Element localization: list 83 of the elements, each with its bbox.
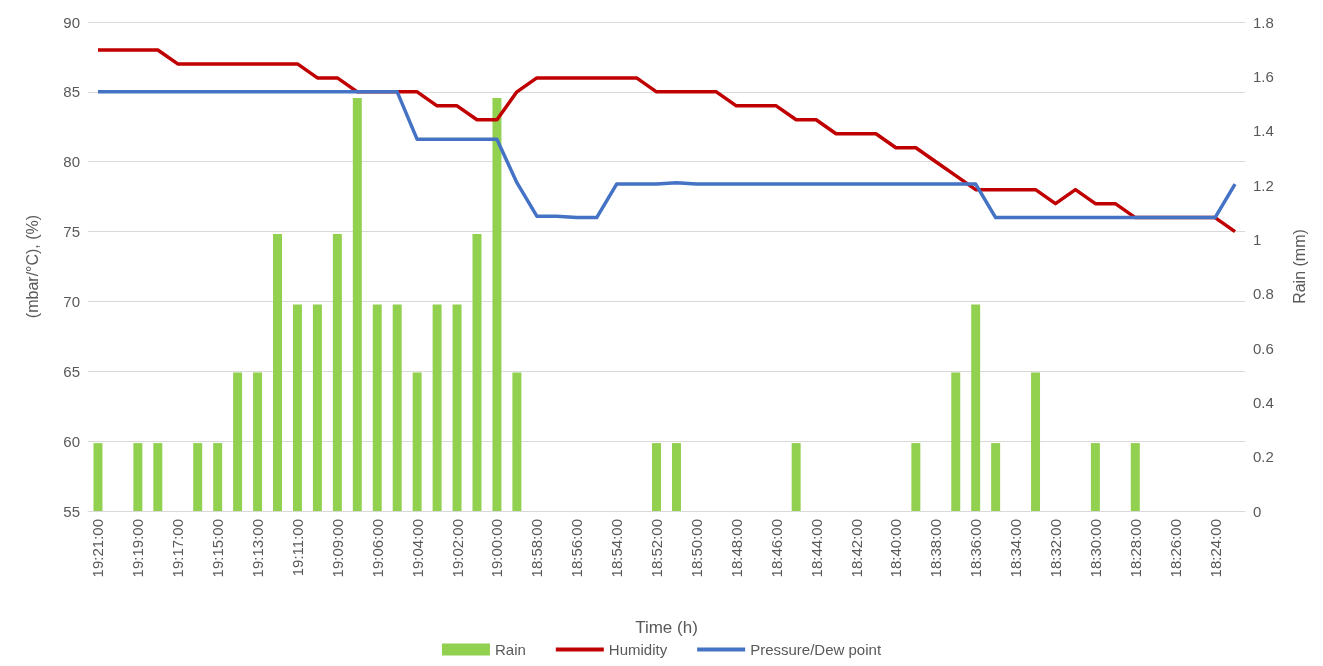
x-tick-label: 19:19:00 — [129, 519, 147, 578]
y2-tick-label: 0.4 — [1253, 393, 1274, 411]
x-tick-label: 19:02:00 — [448, 519, 466, 578]
bar — [991, 443, 1001, 511]
x-tick-label: 18:48:00 — [727, 519, 745, 578]
bar — [951, 372, 961, 511]
y-tick-label: 65 — [63, 362, 80, 380]
bar — [1130, 443, 1140, 511]
x-tick-label: 19:15:00 — [209, 519, 227, 578]
bar — [193, 443, 203, 511]
x-tick-label: 19:11:00 — [288, 519, 306, 577]
y-tick-label: 55 — [63, 502, 80, 520]
x-tick-label: 18:34:00 — [1007, 519, 1025, 578]
x-tick-label: 18:30:00 — [1086, 519, 1104, 578]
y-tick-label: 60 — [63, 432, 80, 450]
y2-tick-label: 1.6 — [1253, 67, 1274, 85]
bar — [512, 372, 522, 511]
bar — [352, 98, 362, 511]
bar — [412, 372, 422, 511]
y2-axis-title: Rain (mm) — [1290, 229, 1308, 304]
y2-tick-label: 1.2 — [1253, 176, 1274, 194]
y2-tick-label: 0.6 — [1253, 339, 1274, 357]
y-tick-label: 80 — [63, 153, 80, 171]
bar — [392, 304, 402, 511]
y2-tick-label: 1.8 — [1253, 13, 1274, 31]
x-tick-label: 19:09:00 — [328, 519, 346, 578]
x-tick-label: 18:42:00 — [847, 519, 865, 578]
y-tick-label: 85 — [63, 83, 80, 101]
bar — [133, 443, 143, 511]
x-tick-label: 18:36:00 — [967, 519, 985, 578]
x-tick-label: 19:13:00 — [249, 519, 267, 578]
x-tick-label: 18:24:00 — [1206, 519, 1224, 578]
y2-tick-label: 0 — [1253, 502, 1262, 520]
y-axis-title: (mbar/°C), (%) — [23, 214, 41, 319]
bar — [452, 304, 462, 511]
y2-tick-label: 1.4 — [1253, 122, 1274, 140]
x-axis-title: Time (h) — [635, 618, 698, 637]
x-tick-label: 18:28:00 — [1126, 519, 1144, 578]
bar — [971, 304, 981, 511]
x-tick-label: 18:32:00 — [1046, 519, 1064, 578]
y-tick-label: 70 — [63, 292, 80, 310]
x-tick-label: 19:17:00 — [169, 519, 187, 578]
x-tick-label: 18:40:00 — [887, 519, 905, 578]
y2-tick-label: 1 — [1253, 230, 1262, 248]
bar — [911, 443, 921, 511]
bar — [652, 443, 662, 511]
x-tick-label: 18:58:00 — [528, 519, 546, 578]
bar — [1090, 443, 1100, 511]
y2-tick-label: 0.8 — [1253, 285, 1274, 303]
x-tick-label: 19:21:00 — [89, 519, 107, 578]
x-tick-label: 18:44:00 — [807, 519, 825, 578]
bar — [332, 233, 342, 511]
x-tick-label: 18:38:00 — [927, 519, 945, 578]
line-series — [96, 90, 1237, 220]
bar — [93, 443, 103, 511]
bar — [233, 372, 243, 511]
legend-label: Rain — [494, 641, 526, 658]
bar — [273, 233, 282, 511]
x-tick-label: 18:26:00 — [1166, 519, 1184, 578]
x-tick-label: 19:00:00 — [488, 519, 506, 578]
bar — [791, 443, 801, 511]
x-tick-label: 18:56:00 — [568, 519, 586, 578]
x-tick-label: 18:52:00 — [648, 519, 666, 578]
bar — [432, 304, 442, 511]
bar — [292, 304, 302, 511]
legend-label: Pressure/Dew point — [750, 641, 882, 658]
x-tick-label: 18:54:00 — [608, 519, 626, 578]
y2-tick-label: 0.2 — [1253, 448, 1274, 466]
bar — [492, 98, 502, 511]
x-tick-label: 18:50:00 — [687, 519, 705, 578]
legend-label: Humidity — [608, 641, 668, 658]
bar — [213, 443, 223, 511]
x-tick-label: 19:04:00 — [408, 519, 426, 578]
bar — [153, 443, 163, 511]
x-tick-label: 19:06:00 — [368, 519, 386, 578]
bar — [1031, 372, 1041, 511]
bar — [372, 304, 382, 511]
bar — [671, 443, 681, 511]
bar — [253, 372, 263, 511]
y-tick-label: 75 — [63, 223, 80, 241]
y-tick-label: 90 — [63, 13, 80, 31]
x-tick-label: 18:46:00 — [767, 519, 785, 578]
bar — [312, 304, 322, 511]
